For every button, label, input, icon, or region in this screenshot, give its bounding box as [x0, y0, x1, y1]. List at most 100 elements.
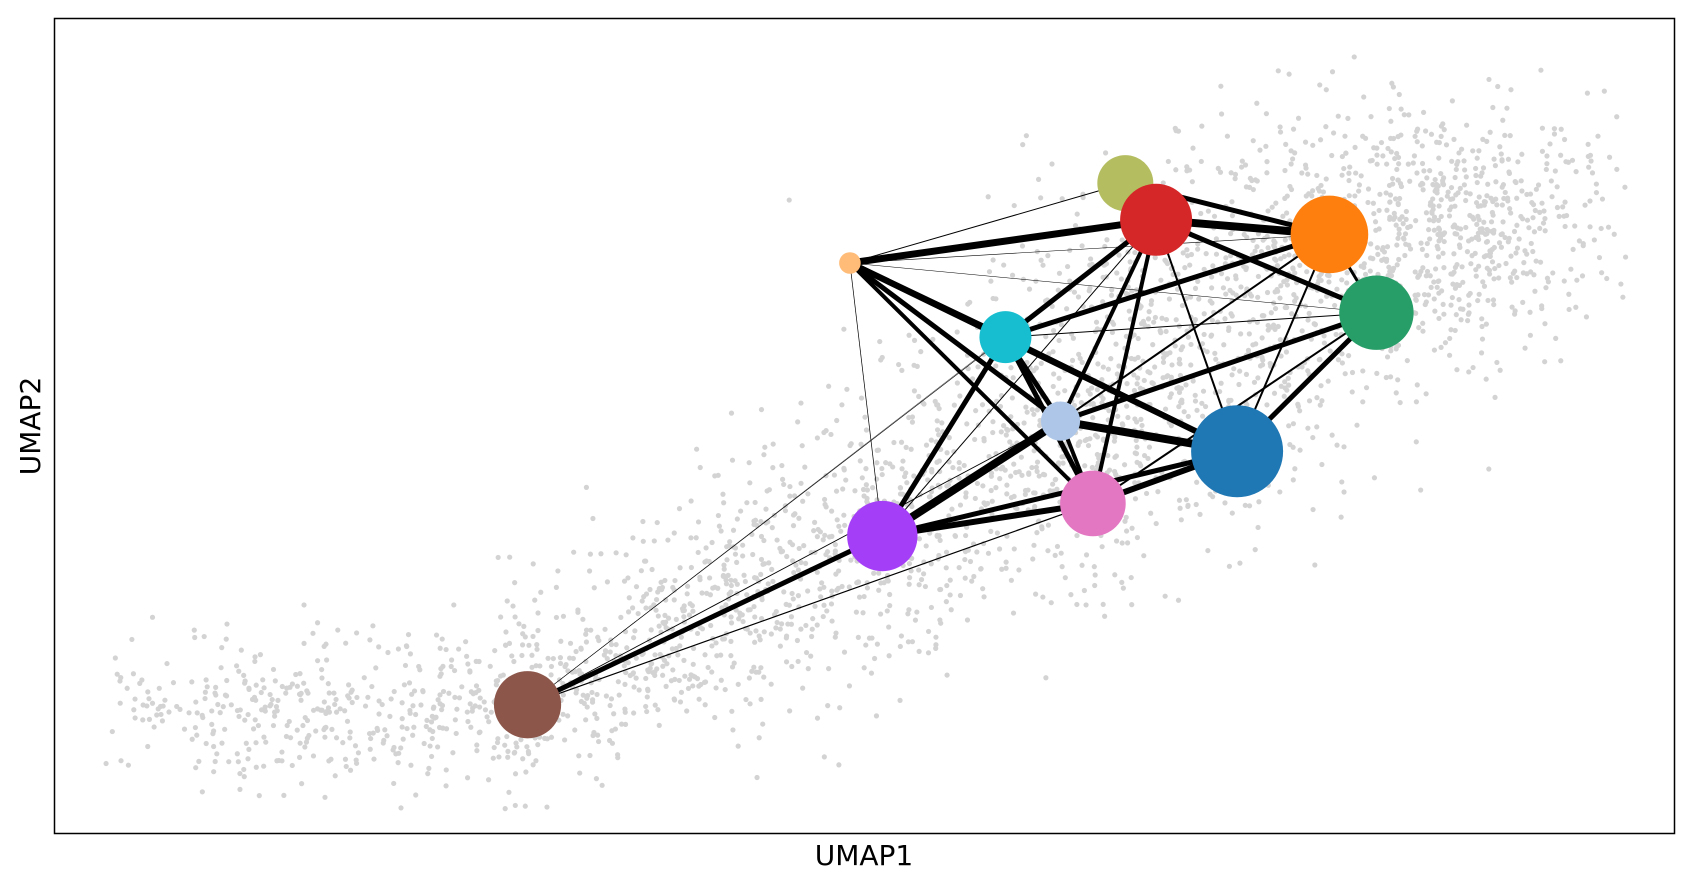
background-cell-point [660, 663, 666, 669]
background-cell-point [752, 639, 758, 645]
background-cell-point [761, 629, 767, 635]
background-cell-point [1166, 296, 1173, 302]
background-cell-point [787, 483, 793, 490]
background-cell-point [1549, 194, 1555, 200]
background-cell-point [1134, 459, 1140, 465]
background-cell-point [1509, 279, 1515, 285]
background-cell-point [1150, 342, 1156, 348]
background-cell-point [1228, 170, 1234, 176]
background-cell-point [1481, 254, 1487, 260]
background-cell-point [640, 518, 646, 525]
background-cell-point [1504, 105, 1510, 111]
background-cell-point [203, 740, 209, 747]
background-cell-point [702, 702, 708, 708]
background-cell-point [1341, 444, 1347, 450]
background-cell-point [677, 643, 683, 649]
background-cell-point [1135, 375, 1141, 381]
background-cell-point [1389, 268, 1396, 274]
background-cell-point [1388, 348, 1394, 354]
edge-teal-green [1005, 312, 1377, 338]
background-cell-point [1464, 122, 1470, 128]
background-cell-point [297, 671, 303, 677]
background-cell-point [633, 675, 639, 681]
background-cell-point [1448, 302, 1454, 308]
background-cell-point [1582, 202, 1588, 208]
background-cell-point [802, 464, 808, 470]
background-cell-point [453, 730, 459, 737]
background-cell-point [355, 750, 362, 756]
background-cell-point [906, 332, 912, 338]
background-cell-point [219, 645, 225, 651]
background-cell-point [1018, 454, 1024, 460]
background-cell-point [1269, 204, 1275, 210]
background-cell-point [1272, 305, 1279, 312]
background-cell-point [1146, 444, 1153, 450]
background-cell-point [1483, 239, 1490, 245]
background-cell-point [1595, 133, 1601, 139]
background-cell-point [1388, 273, 1395, 279]
background-cell-point [215, 701, 221, 708]
background-cell-point [1306, 398, 1313, 404]
background-cell-point [1026, 286, 1033, 292]
background-cell-point [643, 591, 650, 597]
background-cell-point [464, 709, 470, 715]
background-cell-point [1515, 159, 1521, 165]
background-cell-point [283, 733, 290, 740]
background-cell-point [1341, 489, 1347, 495]
background-cell-point [808, 653, 814, 659]
background-cell-point [1376, 207, 1382, 214]
background-cell-point [1440, 250, 1446, 256]
background-cell-point [1514, 195, 1520, 201]
background-cell-point [160, 703, 166, 709]
background-cell-point [897, 643, 903, 650]
background-cell-point [1309, 193, 1315, 199]
background-cell-point [861, 665, 867, 671]
background-cell-point [1334, 286, 1340, 292]
background-cell-point [1297, 447, 1303, 453]
background-cell-point [243, 740, 249, 746]
background-cell-point [297, 740, 303, 746]
background-cell-point [1164, 260, 1171, 267]
background-cell-point [841, 512, 847, 518]
background-cell-point [1016, 567, 1022, 573]
background-cell-point [1038, 360, 1044, 366]
background-cell-point [1407, 223, 1413, 230]
background-cell-point [916, 582, 922, 588]
background-cell-point [1463, 174, 1469, 180]
background-cell-point [986, 453, 992, 460]
background-cell-point [1591, 237, 1597, 243]
background-cell-point [1537, 225, 1543, 232]
background-cell-point [530, 561, 536, 567]
background-cell-point [1440, 121, 1446, 127]
background-cell-point [1514, 222, 1520, 228]
background-cell-point [1193, 501, 1199, 508]
background-cell-point [803, 649, 810, 656]
background-cell-point [1077, 355, 1083, 362]
background-cell-point [495, 677, 501, 684]
background-cell-point [533, 758, 539, 764]
background-cell-point [506, 789, 512, 795]
background-cell-point [656, 623, 662, 629]
background-cell-point [886, 653, 892, 659]
background-cell-point [1510, 270, 1516, 276]
background-cell-point [1531, 229, 1538, 235]
background-cell-point [1362, 271, 1369, 277]
background-cell-point [622, 629, 629, 635]
background-cell-point [1209, 285, 1215, 291]
background-cell-point [1202, 403, 1209, 410]
background-cell-point [855, 634, 861, 640]
background-cell-point [1020, 142, 1026, 148]
background-cell-point [572, 727, 578, 733]
background-cell-point [1496, 275, 1502, 281]
background-cell-point [1448, 184, 1455, 191]
background-cell-point [808, 550, 814, 556]
background-cell-point [1614, 114, 1620, 120]
background-cell-point [1174, 385, 1180, 391]
background-cell-point [1421, 168, 1427, 174]
background-cell-point [1263, 143, 1269, 149]
background-cell-point [1045, 548, 1051, 554]
background-cell-point [491, 744, 497, 751]
background-cell-point [1029, 464, 1035, 471]
background-cell-point [1182, 265, 1188, 271]
background-cell-point [709, 643, 715, 649]
